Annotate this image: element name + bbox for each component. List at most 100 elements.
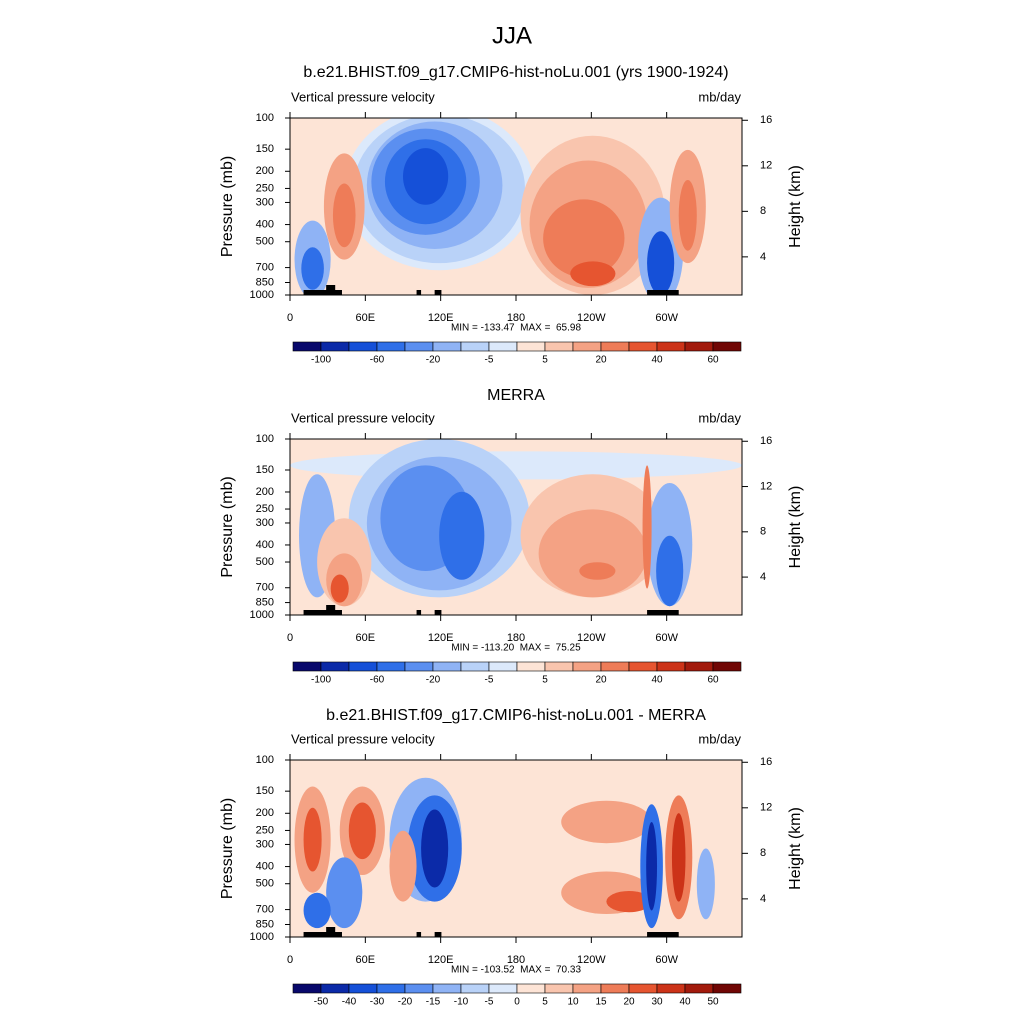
colorbar-box [488,661,518,672]
y-axis-label: Pressure (mb) [219,798,236,899]
y-tick-label: 400 [256,218,274,230]
colorbar-box [544,341,574,352]
colorbar-label: 10 [567,997,579,1008]
colorbar-box [348,983,378,994]
y-tick-label: 400 [256,860,274,872]
colorbar-label: -40 [342,997,357,1008]
contour-region [389,830,417,902]
colorbar-box [432,341,462,352]
colorbar-label: -5 [485,355,494,366]
colorbar-label: 40 [651,355,663,366]
colorbar-box [656,341,686,352]
topography [647,932,679,937]
right-label: mb/day [698,731,741,746]
contour-region [290,451,742,480]
colorbar-label: 60 [707,355,719,366]
topography [303,932,342,937]
colorbar-label: -20 [426,675,441,686]
topography [647,290,679,295]
colorbar-box [600,983,630,994]
x-tick-label: 60E [356,312,376,324]
y-tick-label: 700 [256,903,274,915]
contour-region [538,509,648,598]
colorbar-box [572,661,602,672]
colorbar-box [432,661,462,672]
contour-region [403,148,449,205]
panel-title: b.e21.BHIST.f09_g17.CMIP6-hist-noLu.001 … [303,64,728,81]
colorbar-box [460,983,490,994]
topography [647,610,679,615]
contour-region [606,890,652,913]
stats: MIN = -113.20 MAX = 75.25 [451,643,581,654]
colorbar-label: 60 [707,675,719,686]
y-tick-label: 700 [256,261,274,273]
y-axis-label: Pressure (mb) [219,476,236,577]
y-tick-label: 100 [256,112,274,124]
colorbar-box [516,983,546,994]
colorbar-box [292,341,322,352]
y-tick-label: 150 [256,785,274,797]
right-label: mb/day [698,89,741,104]
colorbar-box [684,661,714,672]
colorbar-label: -50 [314,997,329,1008]
y-tick-label: 250 [256,503,274,515]
contour-region [646,821,658,911]
contour-region [421,809,449,888]
colorbar-box [628,341,658,352]
colorbar-box [404,661,434,672]
contour-region [671,813,686,902]
y2-tick-label: 4 [760,251,766,263]
colorbar-box [572,341,602,352]
colorbar-label: 50 [707,997,719,1008]
contour-region [656,535,684,607]
right-label: mb/day [698,410,741,425]
colorbar-box [404,341,434,352]
colorbar-label: 20 [623,997,635,1008]
y-tick-label: 1000 [250,289,274,301]
contour-region [570,261,616,287]
colorbar-label: 20 [595,675,607,686]
contour-region [439,491,485,580]
colorbar-box [572,983,602,994]
y-tick-label: 700 [256,582,274,594]
colorbar-label: -100 [311,355,331,366]
colorbar-box [348,661,378,672]
colorbar-label: 0 [514,997,520,1008]
topography [434,610,442,615]
y2-tick-label: 16 [760,114,772,126]
x-tick-label: 180 [507,632,525,644]
x-tick-label: 60W [655,632,678,644]
topography [416,932,422,937]
colorbar-box [460,341,490,352]
y-tick-label: 100 [256,433,274,445]
x-tick-label: 0 [287,954,293,966]
contour-region [561,800,652,844]
colorbar-box [656,661,686,672]
colorbar-box [488,341,518,352]
x-tick-label: 120W [577,632,606,644]
colorbar-label: -10 [454,997,469,1008]
colorbar-box [712,983,742,994]
x-tick-label: 120E [428,954,454,966]
colorbar-box [684,983,714,994]
y-tick-label: 200 [256,165,274,177]
left-label: Vertical pressure velocity [291,731,435,746]
colorbar-box [460,661,490,672]
colorbar-box [292,661,322,672]
colorbar-label: -5 [485,997,494,1008]
y-tick-label: 500 [256,556,274,568]
colorbar-label: 5 [542,355,548,366]
colorbar-box [516,341,546,352]
topography [326,605,336,615]
contour-region [348,802,376,860]
x-tick-label: 120E [428,632,454,644]
colorbar-box [544,983,574,994]
contour-region [543,199,625,278]
y-tick-label: 850 [256,276,274,288]
y2-tick-label: 12 [760,802,772,814]
y-tick-label: 500 [256,878,274,890]
x-tick-label: 60E [356,954,376,966]
colorbar-box [544,661,574,672]
contour-field [290,439,742,615]
y-tick-label: 400 [256,539,274,551]
